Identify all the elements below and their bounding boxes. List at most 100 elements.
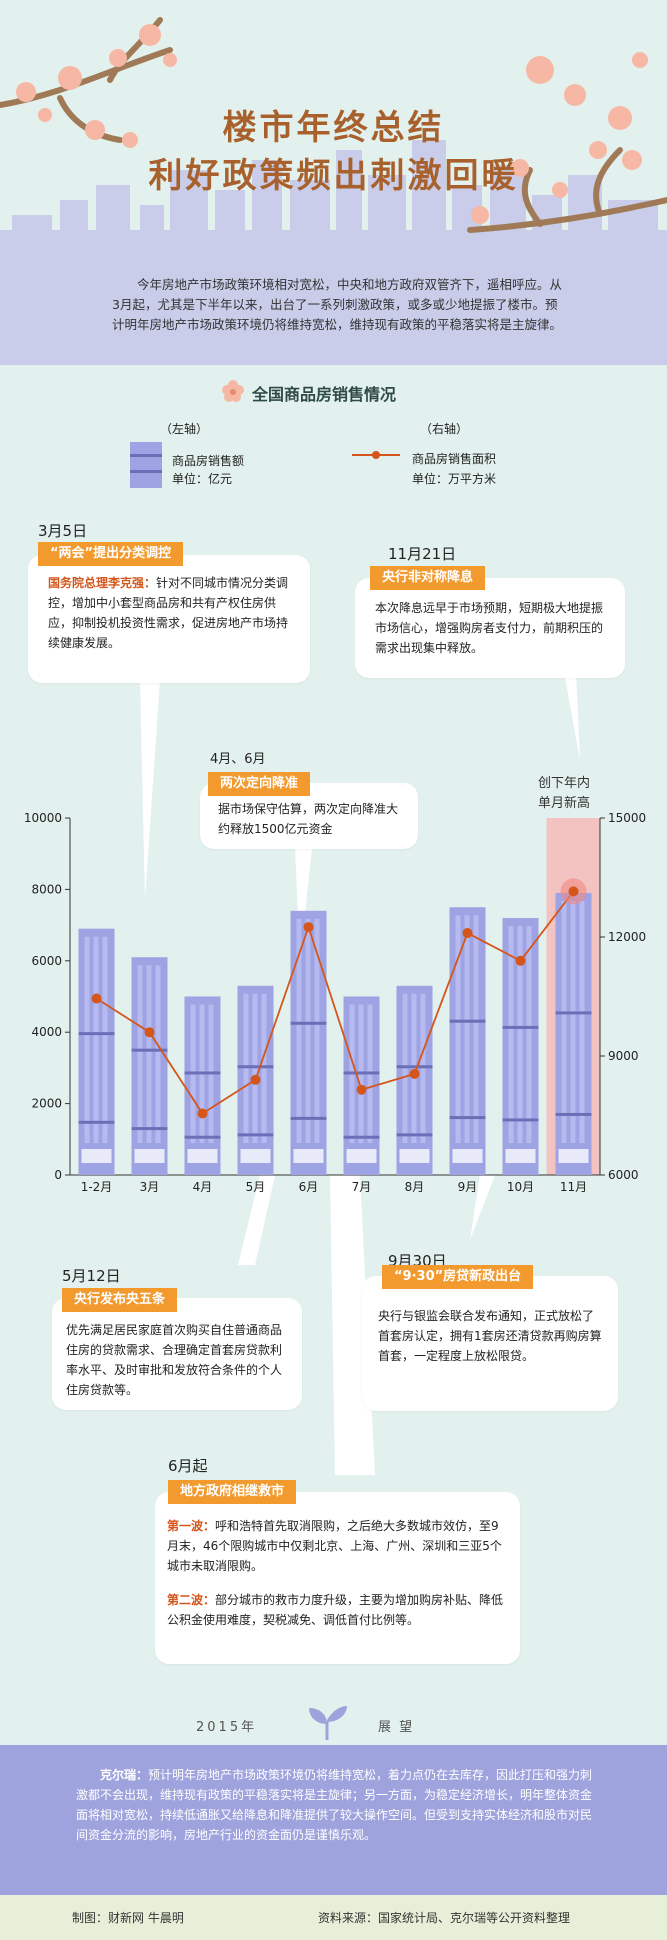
section-title: 全国商品房销售情况: [252, 385, 397, 404]
flower-icon: [222, 380, 244, 402]
event-sep30-text: 央行与银监会联合发布通知，正式放松了首套房认定，拥有1套房还清贷款再购房算首套，…: [378, 1309, 602, 1363]
event-jun-wave2-label: 第二波：: [167, 1593, 216, 1607]
legend-right-unit: 单位：万平方米: [412, 472, 497, 486]
bar-band: [555, 1112, 592, 1116]
bar-band: [131, 1127, 168, 1131]
bar-band: [290, 1021, 327, 1025]
bar-band: [396, 1133, 433, 1137]
event-mar5-card: 国务院总理李克强：针对不同城市情况分类调控，增加中小套型商品房和共有产权住房供应…: [28, 555, 310, 683]
bar-band: [131, 1048, 168, 1052]
category-label: 7月: [352, 1180, 372, 1194]
legend-bar-icon: [130, 442, 162, 488]
area-point: [515, 955, 526, 966]
outlook-body: 预计明年房地产市场政策环境仍将维持宽松，着力点仍在去库存，因此打压和强力刺激都不…: [76, 1768, 593, 1842]
category-label: 6月: [299, 1180, 319, 1194]
right-tick-label: 6000: [608, 1168, 639, 1182]
bar-base: [399, 1149, 430, 1163]
outlook-label: 展 望: [378, 1720, 415, 1735]
category-label: 5月: [246, 1180, 266, 1194]
bar-window: [579, 900, 585, 1143]
category-label: 10月: [507, 1180, 534, 1194]
header-illustration: [0, 17, 667, 260]
event-jun-wave2: 第二波：部分城市的救市力度升级，主要为增加购房补贴、降低公积金使用难度，契税减免…: [167, 1590, 504, 1630]
legend-left-axis: （左轴）: [160, 422, 209, 436]
right-tick-label: 12000: [608, 930, 646, 944]
area-point: [409, 1068, 420, 1079]
event-aprjun-text: 据市场保守估算，两次定向降准大约释放1500亿元资金: [218, 802, 399, 836]
left-tick-label: 10000: [24, 811, 62, 825]
bar-window: [314, 918, 320, 1143]
bar-base: [240, 1149, 271, 1163]
right-tick-label: 9000: [608, 1049, 639, 1063]
bar-window: [420, 993, 426, 1143]
area-point: [303, 922, 314, 933]
event-mar5-text: 针对不同城市情况分类调控，增加中小套型商品房和共有产权住房供应，抑制投机投资性需…: [48, 576, 289, 650]
area-point: [462, 928, 473, 939]
event-sep30-card: 央行与银监会联合发布通知，正式放松了首套房认定，拥有1套房还清贷款再购房算首套，…: [362, 1276, 618, 1411]
event-jun-date: 6月起: [168, 1457, 208, 1475]
bar-window: [296, 918, 302, 1143]
bar-base: [452, 1149, 483, 1163]
right-tick-label: 15000: [608, 811, 646, 825]
category-label: 8月: [405, 1180, 425, 1194]
event-mar5-tag: “两会”提出分类调控: [38, 542, 184, 566]
legend-right-name: 商品房销售面积: [412, 452, 497, 466]
bar-band: [237, 1133, 274, 1137]
bar-window: [526, 925, 532, 1143]
credits-left: 制图：财新网 牛晨明: [72, 1911, 184, 1925]
outlook-text: 克尔瑞：预计明年房地产市场政策环境仍将维持宽松，着力点仍在去库存，因此打压和强力…: [76, 1765, 596, 1845]
bar-window: [84, 936, 90, 1143]
category-label: 3月: [140, 1180, 160, 1194]
event-jun-wave1-text: 呼和浩特首先取消限购，之后绝大多数城市效仿，至9月末，46个限购城市中仅剩北京、…: [167, 1519, 502, 1573]
bar-window: [252, 993, 258, 1143]
event-jun-tag: 地方政府相继救市: [168, 1480, 297, 1504]
event-may12-text: 优先满足居民家庭首次购买自住普通商品住房的贷款需求、合理确定首套房贷款利率水平、…: [66, 1323, 283, 1397]
bar-window: [155, 965, 161, 1143]
event-nov21-date: 11月21日: [388, 545, 457, 563]
bar-band: [184, 1135, 221, 1139]
bar-window: [473, 915, 479, 1143]
bar-band: [502, 1118, 539, 1122]
left-tick-label: 6000: [31, 954, 62, 968]
event-aprjun-tag: 两次定向降准: [208, 772, 311, 796]
legend-left-name: 商品房销售额: [172, 454, 245, 468]
bar-window: [508, 925, 514, 1143]
event-jun-card: 第一波：呼和浩特首先取消限购，之后绝大多数城市效仿，至9月末，46个限购城市中仅…: [155, 1492, 520, 1664]
intro-panel: 今年房地产市场政策环境相对宽松，中央和地方政府双管齐下，遥相呼应。从3月起，尤其…: [0, 255, 667, 365]
bar-base: [505, 1149, 536, 1163]
bar-window: [402, 993, 408, 1143]
area-point: [91, 993, 102, 1004]
bar-base: [187, 1149, 218, 1163]
bar-band: [555, 1011, 592, 1015]
bar-band: [449, 1116, 486, 1120]
bar-window: [137, 965, 143, 1143]
legend-right-axis: （右轴）: [420, 422, 469, 436]
category-label: 4月: [193, 1180, 213, 1194]
bar-band: [449, 1019, 486, 1023]
bar-window: [261, 993, 267, 1143]
event-may12-card: 优先满足居民家庭首次购买自住普通商品住房的贷款需求、合理确定首套房贷款利率水平、…: [52, 1298, 302, 1410]
category-label: 9月: [458, 1180, 478, 1194]
area-point: [568, 886, 579, 897]
bar-window: [570, 900, 576, 1143]
event-nov21-card: 本次降息远早于市场预期，短期极大地提振市场信心，增强购房者支付力，前期积压的需求…: [355, 578, 625, 678]
legend-line-icon: [352, 451, 400, 459]
bar-window: [305, 918, 311, 1143]
outlook-year: 2015年: [196, 1720, 258, 1735]
record-note-line2: 单月新高: [538, 796, 591, 811]
bar-band: [78, 1032, 115, 1036]
bar-band: [343, 1071, 380, 1075]
record-note-line1: 创下年内: [538, 776, 591, 791]
event-sep30-tag: “9·30”房贷新政出台: [382, 1265, 534, 1289]
bar-base: [558, 1149, 589, 1163]
outlook-speaker: 克尔瑞：: [100, 1768, 149, 1782]
outlook-panel: 克尔瑞：预计明年房地产市场政策环境仍将维持宽松，着力点仍在去库存，因此打压和强力…: [0, 1745, 667, 1895]
intro-text: 今年房地产市场政策环境相对宽松，中央和地方政府双管齐下，遥相呼应。从3月起，尤其…: [112, 277, 563, 332]
area-point: [197, 1108, 208, 1119]
left-tick-label: 8000: [31, 882, 62, 896]
bar-window: [517, 925, 523, 1143]
bar-base: [346, 1149, 377, 1163]
credits-right: 资料来源：国家统计局、克尔瑞等公开资料整理: [318, 1911, 571, 1925]
event-jun-wave1: 第一波：呼和浩特首先取消限购，之后绝大多数城市效仿，至9月末，46个限购城市中仅…: [167, 1516, 504, 1576]
area-point: [144, 1027, 155, 1038]
